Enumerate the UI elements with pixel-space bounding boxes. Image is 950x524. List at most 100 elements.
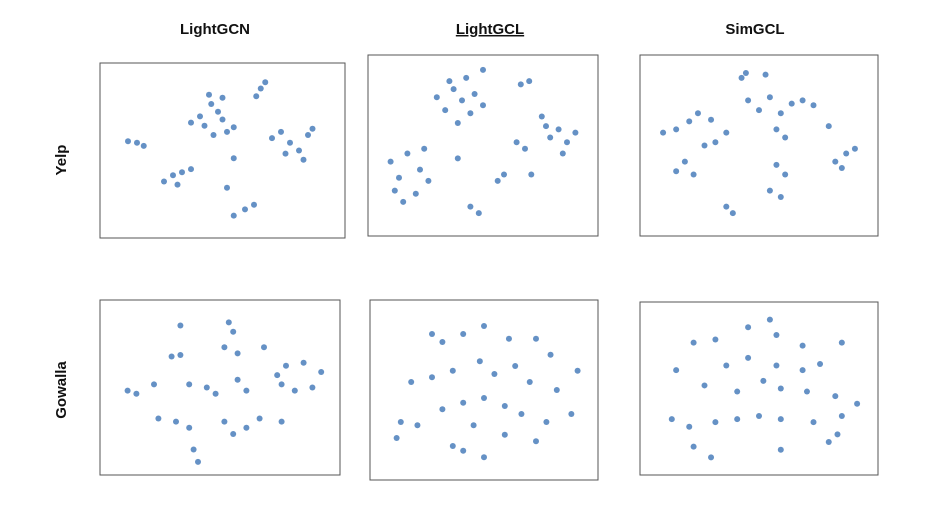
point xyxy=(834,431,841,438)
point xyxy=(762,71,769,78)
point xyxy=(449,367,456,374)
point xyxy=(553,387,560,393)
point xyxy=(215,108,221,115)
point xyxy=(243,424,250,431)
point xyxy=(396,174,402,181)
point xyxy=(278,418,285,425)
point xyxy=(555,126,562,133)
point xyxy=(433,94,440,101)
point xyxy=(300,156,307,163)
point xyxy=(442,107,449,114)
point xyxy=(777,110,784,117)
point xyxy=(568,411,575,417)
point xyxy=(799,367,806,374)
point xyxy=(408,379,415,385)
point xyxy=(467,203,474,210)
point xyxy=(221,418,228,425)
point xyxy=(825,439,832,446)
plot-frame xyxy=(99,62,346,239)
plot-frame xyxy=(367,54,599,237)
point xyxy=(825,123,832,130)
point xyxy=(230,431,237,437)
point xyxy=(318,369,325,375)
point xyxy=(300,359,307,366)
point xyxy=(766,316,773,323)
point xyxy=(459,97,465,104)
row-title: Gowalla xyxy=(53,361,70,419)
point xyxy=(224,128,230,135)
point xyxy=(494,177,501,184)
point xyxy=(234,350,241,357)
point xyxy=(777,446,784,453)
point xyxy=(501,403,508,409)
point xyxy=(766,94,773,101)
point xyxy=(224,184,230,191)
point xyxy=(832,393,839,400)
plot-frame xyxy=(639,54,879,237)
point xyxy=(470,422,477,429)
point xyxy=(287,139,293,146)
point xyxy=(723,203,730,210)
point xyxy=(734,416,741,423)
point xyxy=(723,129,730,136)
point xyxy=(729,210,736,217)
point xyxy=(745,324,752,331)
point xyxy=(212,390,219,397)
point xyxy=(854,400,861,407)
point xyxy=(766,187,773,194)
point xyxy=(190,446,197,453)
point xyxy=(712,419,719,426)
point xyxy=(186,424,193,431)
point xyxy=(810,102,817,109)
point xyxy=(481,395,487,401)
point xyxy=(208,101,215,107)
point xyxy=(417,166,423,173)
point xyxy=(838,339,845,346)
point xyxy=(242,206,248,213)
point xyxy=(491,371,498,377)
point xyxy=(501,431,508,438)
point xyxy=(803,388,810,395)
point xyxy=(188,119,194,126)
point xyxy=(186,381,193,388)
point xyxy=(460,331,467,337)
point xyxy=(838,413,845,420)
point xyxy=(782,171,789,178)
point xyxy=(282,150,289,157)
point xyxy=(257,85,264,92)
point xyxy=(538,113,545,120)
point xyxy=(690,339,697,346)
point xyxy=(467,110,474,117)
point xyxy=(449,443,456,449)
point xyxy=(274,372,281,379)
point xyxy=(161,178,167,185)
point xyxy=(738,74,745,81)
point xyxy=(843,150,850,157)
point xyxy=(296,147,302,154)
point xyxy=(513,139,520,146)
point xyxy=(243,387,250,394)
point xyxy=(838,165,845,172)
point xyxy=(197,113,203,120)
point xyxy=(261,344,267,351)
point xyxy=(387,158,394,165)
point xyxy=(404,150,411,157)
column-title: LightGCL xyxy=(456,21,524,38)
point xyxy=(708,116,715,123)
point xyxy=(475,210,482,217)
row-title: Yelp xyxy=(53,145,70,176)
point xyxy=(230,328,237,335)
point xyxy=(481,454,487,461)
column-title: LightGCN xyxy=(180,21,250,38)
point xyxy=(734,388,741,395)
point xyxy=(681,158,688,165)
point xyxy=(400,198,407,205)
point xyxy=(745,97,752,104)
point xyxy=(230,124,237,131)
point xyxy=(773,126,780,133)
point xyxy=(219,94,226,101)
point xyxy=(179,169,185,176)
point xyxy=(425,177,432,184)
point xyxy=(686,118,693,125)
